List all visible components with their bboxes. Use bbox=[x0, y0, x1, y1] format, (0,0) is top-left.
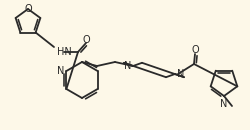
Text: N: N bbox=[124, 61, 131, 71]
Text: O: O bbox=[24, 4, 32, 14]
Text: O: O bbox=[82, 35, 90, 45]
Text: N: N bbox=[57, 66, 64, 76]
Text: N: N bbox=[220, 99, 228, 109]
Text: O: O bbox=[191, 45, 199, 55]
Text: HN: HN bbox=[57, 47, 72, 57]
Text: N: N bbox=[177, 69, 184, 79]
